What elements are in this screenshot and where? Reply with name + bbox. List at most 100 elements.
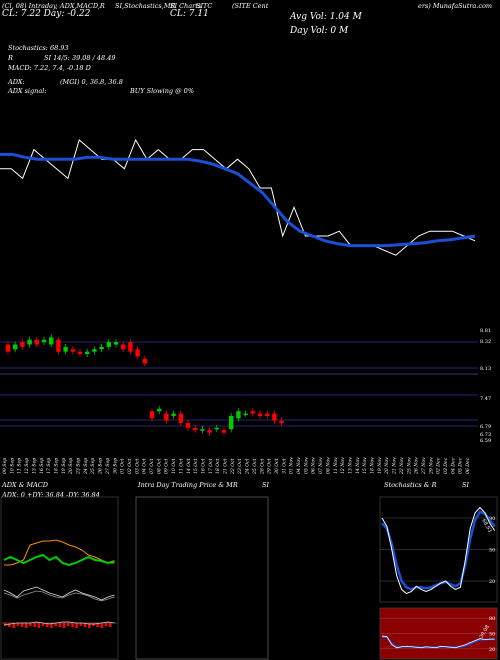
candle-body [185,423,191,428]
candle-body [272,413,277,421]
header-line1-mid1: SI,Stochastics,MR [115,2,176,10]
day-volume: Day Vol: 0 M [290,26,349,36]
date-tick-label: 15 Oct [193,458,199,474]
moving-average-line [0,152,476,248]
date-tick-label: 13 Nov [347,457,353,474]
date-tick-label: 17 Sep [46,458,52,474]
date-tick-label: 22 Nov [399,457,405,475]
rsi-tick-label: 50 [489,632,495,638]
price-label-5: 6.73 [480,432,492,438]
header-line1-mid2: SI Charts [170,2,202,10]
date-tick-label: 10 Sep [9,458,15,474]
date-tick-label: 26 Nov [414,457,420,475]
stoch-tick-label: 20 [489,579,495,585]
candle-body [257,413,263,416]
macd-bar [37,623,41,628]
candle-body [5,344,11,352]
date-tick-label: 08 Oct [156,458,162,474]
adx-panel-values: ADX: 0 +DY: 36.84 -DY: 36.84 [2,491,100,499]
price-label-0: 8.81 [480,328,492,334]
candle-body [157,408,162,412]
macd-bar [71,623,74,627]
header-line1-mid3: SITC [196,2,213,10]
candle-body [56,339,61,352]
date-tick-label: 23 Sep [76,458,82,475]
date-tick-label: 04 Dec [450,457,456,474]
price-label-4: 6.79 [480,424,492,430]
date-tick-label: 20 Sep [68,458,74,475]
plus-di-line [4,539,115,566]
adx-panel-title: ADX & MACD [2,481,48,489]
date-tick-label: 04 Oct [142,458,148,474]
date-tick-label: 15 Nov [362,457,368,474]
macd-bar [50,623,53,628]
adx-mgi: (MGI) 0, 36.8, 36.8 [60,78,123,86]
date-tick-label: 06 Dec [465,457,471,474]
candle-body [229,415,234,430]
header-close: CL: 7.22 Day: -0.22 [2,9,91,19]
date-tick-label: 11 Oct [178,458,184,474]
date-axis: 09 Sep 10 Sep 11 Sep 12 Sep 13 Sep 16 Sep 17 S… [2,457,471,475]
date-tick-label: 06 Nov [311,457,317,474]
candle-body [243,413,248,416]
date-tick-label: 10 Oct [171,458,177,474]
price-label-6: 6.59 [480,438,492,444]
candle-body [279,420,284,424]
adx-label: ADX: [8,78,25,86]
rsi-line [381,635,495,649]
date-tick-label: 12 Sep [24,458,30,474]
date-tick-label: 16 Sep [39,458,45,474]
date-tick-label: 12 Nov [340,457,346,474]
date-tick-label: 30 Sep [112,458,118,474]
header-close2: CL: 7.11 [170,9,209,19]
adx-signal: BUY Slowing @ 0% [130,87,194,95]
candle-body [20,342,25,347]
price-label-2: 8.13 [480,366,492,372]
header-line1-mid4: (SITE Cent [232,2,269,10]
candle-body [49,337,54,345]
candlestick-chart [0,334,478,436]
date-tick-label: 18 Sep [53,458,59,474]
candle-body [164,413,169,421]
mrsi-panel-title2: SI [262,481,270,489]
date-tick-label: 25 Oct [252,458,258,475]
macd-bar [104,623,108,626]
date-tick-label: 24 Oct [245,458,251,475]
date-tick-label: 18 Nov [370,457,376,474]
date-tick-label: 29 Nov [428,457,434,475]
date-tick-label: 19 Nov [377,457,383,474]
rsi-label: R [8,54,13,62]
date-tick-label: 16 Oct [200,458,206,474]
candle-body [85,351,90,355]
candle-body [250,411,255,414]
macd-bar [12,623,15,628]
date-tick-label: 27 Sep [105,458,111,475]
price-label-3: 7.47 [480,396,492,402]
candle-body [128,342,133,352]
date-tick-label: 21 Oct [223,458,229,475]
date-tick-label: 27 Nov [421,457,427,475]
rsi-tick-label: 80 [489,616,495,622]
candle-body [13,344,18,350]
header-line1-left: (Cl, 08) Intraday, ADX,MACD,R [2,2,105,10]
candle-body [63,346,68,352]
date-tick-label: 17 Oct [208,458,214,474]
date-tick-label: 23 Oct [237,458,243,475]
avg-volume: Avg Vol: 1.04 M [290,12,362,22]
mrsi-panel [135,496,269,660]
stoch-k-line [381,506,496,595]
candle-body [214,427,219,430]
adx-signal-label: ADX signal: [8,87,47,95]
price-label-1: 8.32 [480,339,492,345]
candle-body [135,349,140,357]
date-tick-label: 08 Nov [325,457,331,474]
candle-body [221,430,227,433]
macd-bar [54,623,57,626]
date-tick-label: 29 Oct [267,458,273,475]
date-tick-label: 11 Nov [333,457,339,474]
macd-bar [109,623,112,627]
candle-body [207,430,212,433]
macd-bar [58,623,62,627]
date-tick-label: 03 Oct [134,458,140,474]
